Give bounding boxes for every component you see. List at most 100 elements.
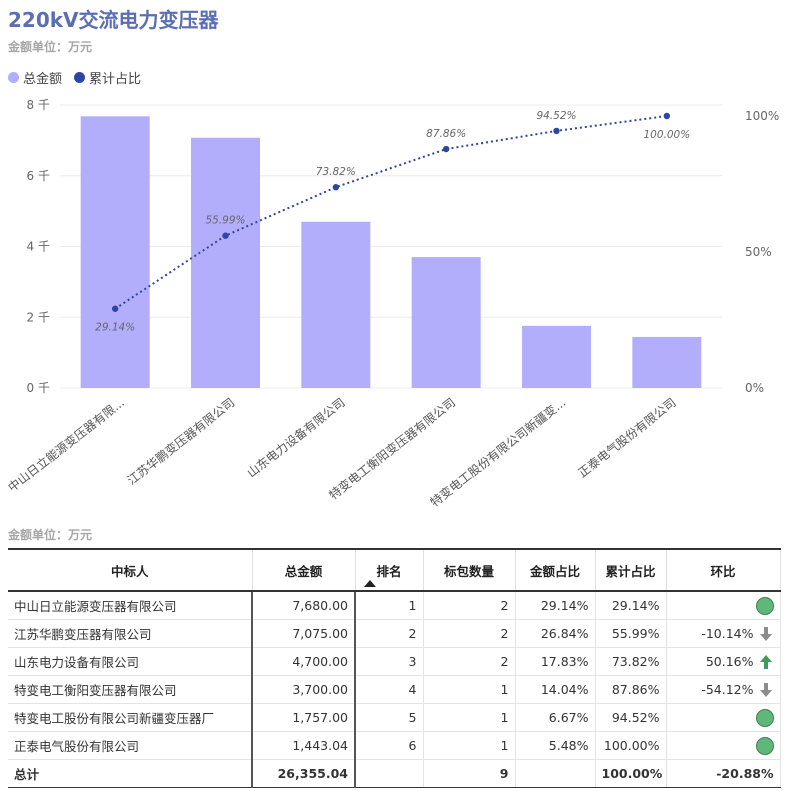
cell-mom: 50.16% xyxy=(666,647,781,676)
col-header-rank-label: 排名 xyxy=(376,563,402,579)
cell-mom xyxy=(666,591,781,620)
table-row[interactable]: 山东电力设备有限公司 4,700.00 3 2 17.83% 73.82% 50… xyxy=(8,647,781,676)
line-point[interactable] xyxy=(553,127,560,135)
cell-rank: 3 xyxy=(354,647,424,676)
cell-packages: 2 xyxy=(423,591,516,620)
cell-share: 6.67% xyxy=(515,703,596,732)
circle-icon xyxy=(755,708,774,727)
col-header-winner[interactable]: 中标人 xyxy=(8,548,253,592)
total-packages: 9 xyxy=(423,759,516,788)
arrow-down-icon xyxy=(759,682,772,697)
col-header-packages[interactable]: 标包数量 xyxy=(423,548,516,592)
arrow-up-icon xyxy=(759,654,772,669)
bar[interactable] xyxy=(191,137,260,388)
cell-packages: 1 xyxy=(423,703,516,732)
pareto-chart: 0 千 2 千 4 千 6 千 8 千 0% 50% 100% 中山日立能源变压器有限...江苏… xyxy=(5,98,780,509)
x-tick-label: 江苏华鹏变压器有限公司 xyxy=(124,395,237,488)
cell-amount: 3,700.00 xyxy=(251,675,356,704)
table-row[interactable]: 特变电工衡阳变压器有限公司 3,700.00 4 1 14.04% 87.86%… xyxy=(8,675,781,704)
legend-item-amount[interactable]: 总金额 xyxy=(8,68,62,87)
mom-value: 50.16% xyxy=(705,654,754,669)
line-point[interactable] xyxy=(111,305,119,312)
cell-share: 26.84% xyxy=(515,619,596,648)
x-tick-label: 特变电工衡阳变压器有限公司 xyxy=(326,395,458,503)
y-left-tick-label: 8 千 xyxy=(27,98,50,112)
cell-mom xyxy=(666,703,781,732)
cell-amount: 1,757.00 xyxy=(251,703,356,732)
y-left-tick-label: 6 千 xyxy=(27,169,50,183)
table-row[interactable]: 江苏华鹏变压器有限公司 7,075.00 2 2 26.84% 55.99% -… xyxy=(8,619,781,648)
cell-share: 29.14% xyxy=(515,591,596,620)
cell-cumulative: 100.00% xyxy=(595,731,667,760)
arrow-down-icon xyxy=(759,626,772,641)
cell-cumulative: 73.82% xyxy=(595,647,667,676)
line-point[interactable] xyxy=(222,232,229,239)
total-amount: 26,355.04 xyxy=(251,759,356,788)
bar[interactable] xyxy=(411,257,481,388)
cell-winner: 山东电力设备有限公司 xyxy=(8,647,253,676)
line-data-label: 87.86% xyxy=(426,128,466,140)
cell-rank: 6 xyxy=(354,731,424,760)
cell-winner: 中山日立能源变压器有限公司 xyxy=(8,591,253,620)
cell-amount: 1,443.04 xyxy=(251,731,356,760)
cell-cumulative: 87.86% xyxy=(595,675,667,704)
x-tick-label: 山东电力设备有限公司 xyxy=(244,395,347,480)
table-row[interactable]: 中山日立能源变压器有限公司 7,680.00 1 2 29.14% 29.14% xyxy=(8,591,781,620)
col-header-amount[interactable]: 总金额 xyxy=(252,548,356,592)
cell-packages: 1 xyxy=(423,675,516,704)
cell-winner: 正泰电气股份有限公司 xyxy=(8,731,253,760)
total-share xyxy=(515,759,596,788)
total-mom: -20.88% xyxy=(666,759,781,788)
line-data-label: 94.52% xyxy=(536,110,576,122)
circle-icon xyxy=(755,596,774,615)
y-left-tick-label: 0 千 xyxy=(27,381,50,395)
line-point[interactable] xyxy=(442,145,450,153)
page-title: 220kV交流电力变压器 xyxy=(8,8,219,32)
cell-winner: 江苏华鹏变压器有限公司 xyxy=(8,619,253,648)
legend-item-cumulative[interactable]: 累计占比 xyxy=(74,68,141,87)
bar[interactable] xyxy=(80,116,150,388)
cell-amount: 7,075.00 xyxy=(251,619,356,648)
col-header-share[interactable]: 金额占比 xyxy=(515,548,596,592)
cell-mom: -10.14% xyxy=(666,619,781,648)
line-point[interactable] xyxy=(332,184,340,191)
x-tick-label: 正泰电气股份有限公司 xyxy=(575,395,679,481)
cell-share: 17.83% xyxy=(515,647,596,676)
chart-unit-label: 金额单位：万元 xyxy=(8,40,93,54)
cell-rank: 1 xyxy=(354,591,424,620)
bar[interactable] xyxy=(632,336,702,388)
mom-value: -54.12% xyxy=(701,682,754,697)
sort-ascending-icon[interactable] xyxy=(363,580,376,587)
cell-packages: 2 xyxy=(423,619,516,648)
col-header-rank[interactable]: 排名 xyxy=(355,548,424,592)
cell-packages: 2 xyxy=(423,647,516,676)
cell-share: 5.48% xyxy=(515,731,596,760)
total-rank xyxy=(354,759,424,788)
legend-label-amount: 总金额 xyxy=(23,72,63,87)
cumulative-line xyxy=(114,115,667,310)
line-data-label: 100.00% xyxy=(643,129,690,141)
chart-legend: 总金额 累计占比 xyxy=(8,68,141,87)
cell-share: 14.04% xyxy=(515,675,596,704)
cell-amount: 4,700.00 xyxy=(251,647,356,676)
table-row[interactable]: 正泰电气股份有限公司 1,443.04 6 1 5.48% 100.00% xyxy=(8,731,781,760)
cell-mom: -54.12% xyxy=(666,675,781,704)
table-row[interactable]: 特变电工股份有限公司新疆变压器厂 1,757.00 5 1 6.67% 94.5… xyxy=(8,703,781,732)
line-point[interactable] xyxy=(663,112,671,120)
winners-table: 中标人 总金额 排名 标包数量 金额占比 累计占比 环比 中山日立能源变压器有限… xyxy=(8,548,781,788)
bar[interactable] xyxy=(301,221,371,388)
cell-rank: 4 xyxy=(354,675,424,704)
cell-rank: 2 xyxy=(354,619,424,648)
col-header-cumulative[interactable]: 累计占比 xyxy=(595,548,667,592)
col-header-mom[interactable]: 环比 xyxy=(666,548,781,592)
total-label: 总计 xyxy=(8,759,253,788)
cell-mom xyxy=(666,731,781,760)
total-cumulative: 100.00% xyxy=(595,759,667,788)
line-data-label: 55.99% xyxy=(205,215,245,227)
y-right-tick-label: 0% xyxy=(745,381,764,395)
y-right-tick-label: 100% xyxy=(745,109,779,123)
cell-packages: 1 xyxy=(423,731,516,760)
bar[interactable] xyxy=(522,325,591,388)
circle-icon xyxy=(755,736,774,755)
line-data-label: 29.14% xyxy=(95,322,135,334)
